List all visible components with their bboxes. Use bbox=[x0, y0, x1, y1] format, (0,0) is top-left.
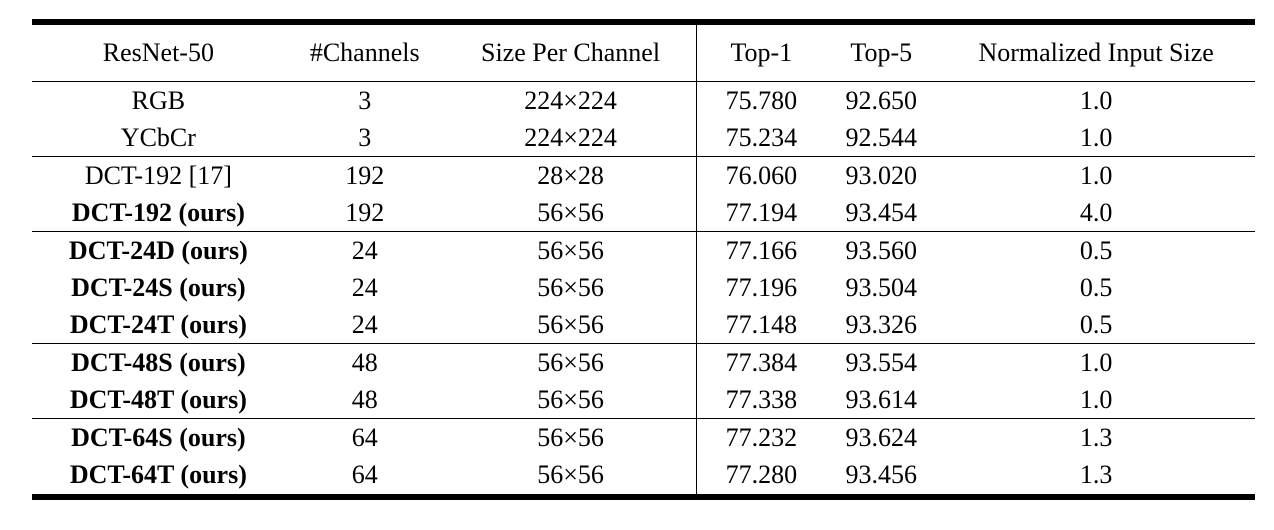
table-row: YCbCr 3 224×224 75.234 92.544 1.0 bbox=[32, 119, 1255, 157]
cell-top1: 77.232 bbox=[696, 418, 826, 456]
header-top5: Top-5 bbox=[850, 38, 913, 67]
cell-channels: 192 bbox=[345, 197, 385, 227]
results-table: ResNet-50 #Channels Size Per Channel Top… bbox=[32, 19, 1255, 500]
cell-model: DCT-64S (ours) bbox=[32, 418, 285, 456]
cell-normalized-input-size: 4.0 bbox=[1079, 197, 1113, 227]
cell-channels: 24 bbox=[351, 309, 378, 339]
cell-model: RGB bbox=[131, 85, 186, 115]
table-row: DCT-24D (ours) 24 56×56 77.166 93.560 0.5 bbox=[32, 231, 1255, 269]
cell-size-per-channel: 28×28 bbox=[444, 156, 697, 194]
cell-top5: 93.020 bbox=[825, 156, 938, 194]
cell-top5: 92.544 bbox=[845, 122, 918, 152]
cell-top1: 77.166 bbox=[696, 231, 826, 269]
cell-model: DCT-24S (ours) bbox=[71, 272, 246, 302]
cell-normalized-input-size: 1.0 bbox=[1079, 122, 1113, 152]
cell-top5: 93.624 bbox=[825, 418, 938, 456]
table-row: DCT-24S (ours) 24 56×56 77.196 93.504 0.5 bbox=[32, 269, 1255, 306]
cell-normalized-input-size: 1.0 bbox=[1079, 384, 1113, 414]
cell-normalized-input-size: 1.3 bbox=[937, 418, 1255, 456]
cell-top1: 77.148 bbox=[696, 306, 826, 344]
cell-top5: 93.560 bbox=[825, 231, 938, 269]
results-table-container: ResNet-50 #Channels Size Per Channel Top… bbox=[32, 19, 1255, 500]
table-row: DCT-64T (ours) 64 56×56 77.280 93.456 1.3 bbox=[32, 456, 1255, 500]
cell-top5: 93.326 bbox=[845, 309, 918, 339]
cell-channels: 64 bbox=[284, 418, 445, 456]
table-row: DCT-192 (ours) 192 56×56 77.194 93.454 4.0 bbox=[32, 194, 1255, 232]
cell-normalized-input-size: 0.5 bbox=[1079, 309, 1113, 339]
cell-size-per-channel: 56×56 bbox=[444, 418, 697, 456]
cell-top1: 77.196 bbox=[696, 269, 826, 306]
cell-channels: 3 bbox=[358, 122, 372, 152]
cell-model: DCT-64T (ours) bbox=[32, 456, 285, 500]
cell-top1: 77.338 bbox=[696, 381, 826, 419]
table-header: ResNet-50 #Channels Size Per Channel Top… bbox=[32, 22, 1255, 82]
cell-model: DCT-24T (ours) bbox=[69, 309, 247, 339]
cell-channels: 48 bbox=[284, 343, 445, 381]
cell-channels: 3 bbox=[358, 85, 372, 115]
cell-top1: 75.780 bbox=[696, 81, 826, 119]
cell-top1: 76.060 bbox=[696, 156, 826, 194]
table-row: RGB 3 224×224 75.780 92.650 1.0 bbox=[32, 81, 1255, 119]
cell-size-per-channel: 56×56 bbox=[444, 343, 697, 381]
cell-top5: 92.650 bbox=[845, 85, 918, 115]
table-row: DCT-48S (ours) 48 56×56 77.384 93.554 1.0 bbox=[32, 343, 1255, 381]
cell-channels: 24 bbox=[284, 231, 445, 269]
cell-model: DCT-24D (ours) bbox=[32, 231, 285, 269]
cell-channels: 48 bbox=[351, 384, 378, 414]
header-channels: #Channels bbox=[309, 38, 420, 67]
cell-top1: 77.280 bbox=[696, 456, 826, 500]
cell-top5: 93.456 bbox=[825, 456, 938, 500]
cell-channels: 64 bbox=[284, 456, 445, 500]
cell-top5: 93.454 bbox=[845, 197, 918, 227]
header-top1: Top-1 bbox=[696, 22, 826, 82]
cell-model: DCT-192 (ours) bbox=[71, 197, 245, 227]
cell-size-per-channel: 56×56 bbox=[444, 456, 697, 500]
header-row: ResNet-50 #Channels Size Per Channel Top… bbox=[32, 22, 1255, 82]
cell-top5: 93.554 bbox=[825, 343, 938, 381]
cell-size-per-channel: 224×224 bbox=[524, 122, 617, 152]
table-row: DCT-192 [17] 192 28×28 76.060 93.020 1.0 bbox=[32, 156, 1255, 194]
cell-channels: 24 bbox=[351, 272, 378, 302]
cell-channels: 192 bbox=[284, 156, 445, 194]
cell-model: DCT-48S (ours) bbox=[32, 343, 285, 381]
table-row: DCT-24T (ours) 24 56×56 77.148 93.326 0.5 bbox=[32, 306, 1255, 344]
header-normalized-input-size: Normalized Input Size bbox=[978, 38, 1214, 67]
cell-size-per-channel: 56×56 bbox=[537, 272, 604, 302]
table-body: RGB 3 224×224 75.780 92.650 1.0 YCbCr 3 224×224 7… bbox=[32, 81, 1255, 500]
cell-top5: 93.504 bbox=[845, 272, 918, 302]
cell-model: DCT-192 [17] bbox=[32, 156, 285, 194]
cell-top1: 77.194 bbox=[696, 194, 826, 232]
header-size-per-channel: Size Per Channel bbox=[480, 38, 661, 67]
cell-top1: 77.384 bbox=[696, 343, 826, 381]
cell-size-per-channel: 56×56 bbox=[444, 231, 697, 269]
cell-normalized-input-size: 1.0 bbox=[937, 343, 1255, 381]
cell-size-per-channel: 224×224 bbox=[524, 85, 617, 115]
table-row: DCT-48T (ours) 48 56×56 77.338 93.614 1.0 bbox=[32, 381, 1255, 419]
cell-model: YCbCr bbox=[120, 122, 196, 152]
cell-size-per-channel: 56×56 bbox=[537, 197, 604, 227]
cell-top5: 93.614 bbox=[845, 384, 918, 414]
cell-normalized-input-size: 1.0 bbox=[1079, 85, 1113, 115]
cell-normalized-input-size: 0.5 bbox=[1079, 272, 1113, 302]
cell-model: DCT-48T (ours) bbox=[69, 384, 247, 414]
cell-normalized-input-size: 0.5 bbox=[937, 231, 1255, 269]
cell-normalized-input-size: 1.3 bbox=[937, 456, 1255, 500]
cell-size-per-channel: 56×56 bbox=[537, 309, 604, 339]
header-model: ResNet-50 bbox=[102, 38, 214, 67]
table-row: DCT-64S (ours) 64 56×56 77.232 93.624 1.3 bbox=[32, 418, 1255, 456]
cell-top1: 75.234 bbox=[696, 119, 826, 157]
cell-normalized-input-size: 1.0 bbox=[937, 156, 1255, 194]
cell-size-per-channel: 56×56 bbox=[537, 384, 604, 414]
